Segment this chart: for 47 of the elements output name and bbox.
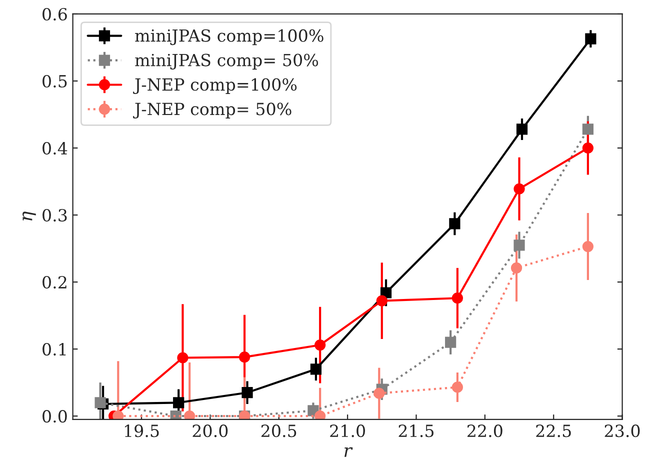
legend-label: miniJPAS comp= 50% — [135, 54, 318, 70]
point — [173, 397, 184, 408]
point — [582, 240, 594, 252]
point — [452, 382, 463, 393]
x-tick-label: 20.5 — [261, 424, 296, 438]
x-tick-label: 21.5 — [398, 424, 434, 438]
x-tick-label: 21.0 — [330, 424, 365, 438]
point — [510, 262, 522, 274]
point — [310, 364, 322, 375]
y-tick-label: 0.0 — [42, 410, 67, 423]
x-tick-label: 22.5 — [536, 424, 571, 438]
point — [445, 336, 456, 348]
point — [374, 388, 385, 399]
point — [516, 124, 528, 135]
x-axis-title: r — [344, 447, 353, 457]
point — [452, 292, 463, 304]
legend-label: miniJPAS comp=100% — [135, 29, 324, 46]
x-tick-label: 22.0 — [467, 424, 502, 438]
point — [238, 352, 250, 363]
x-tick-label: 23.0 — [604, 424, 640, 438]
point — [585, 33, 596, 44]
point — [112, 410, 124, 420]
point — [514, 183, 525, 194]
point — [582, 124, 594, 135]
y-tick-label: 0.2 — [42, 276, 66, 289]
point — [582, 142, 594, 154]
point — [242, 387, 253, 398]
point — [380, 287, 392, 298]
legend-label: J-NEP comp=100% — [133, 78, 297, 94]
point — [376, 295, 388, 306]
y-tick-label: 0.3 — [42, 208, 67, 222]
point — [314, 410, 326, 420]
y-tick-label: 0.5 — [42, 74, 67, 88]
y-axis-title: η — [22, 212, 36, 220]
point — [94, 397, 106, 408]
y-tick-label: 0.1 — [42, 343, 66, 356]
point — [514, 240, 525, 251]
point — [177, 352, 188, 364]
x-tick-label: 20.0 — [192, 424, 228, 438]
y-tick-label: 0.4 — [42, 142, 68, 155]
point — [314, 339, 326, 351]
point — [184, 410, 196, 420]
legend-label: J-NEP comp= 50% — [133, 102, 292, 118]
point — [170, 410, 182, 420]
y-tick-label: 0.6 — [42, 8, 67, 21]
x-tick-label: 19.5 — [124, 424, 159, 438]
point — [449, 218, 460, 230]
